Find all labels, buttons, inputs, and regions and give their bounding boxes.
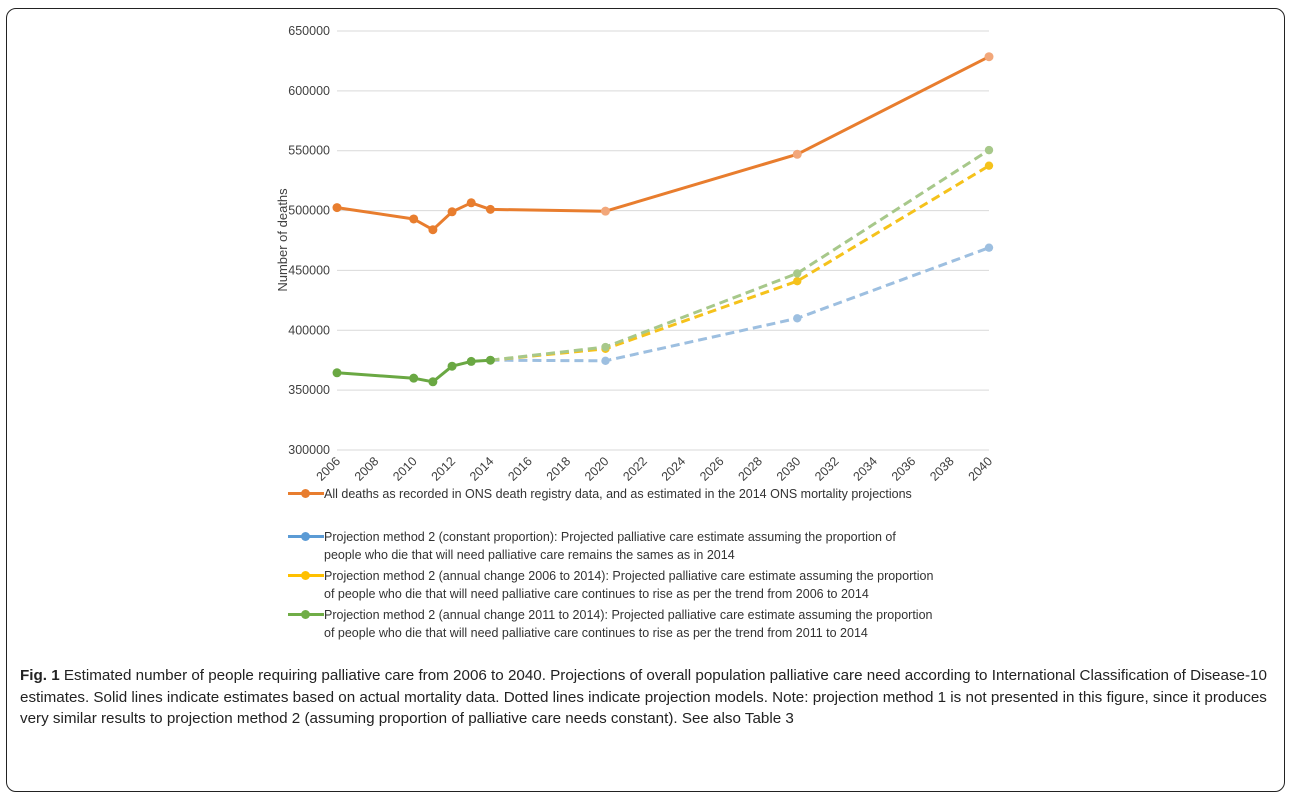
gridlines [337,30,989,451]
data-point-all_deaths-2010 [409,214,419,224]
data-point-annual_2011_2014-2013 [466,356,476,366]
figure-label: Fig. 1 [20,667,60,684]
data-point-annual_2011_2014-2012 [447,361,457,371]
data-point-all_deaths-2030 [792,149,802,159]
data-point-all_deaths-2014 [485,204,495,214]
legend-label-all-deaths: All deaths as recorded in ONS death regi… [324,487,912,501]
x-tick-2026: 2026 [697,454,727,484]
data-point-annual_2011_2014-2010 [409,373,419,383]
y-tick-600000: 600000 [288,84,330,98]
legend-label-annual-2011-2014-line1: Projection method 2 (annual change 2011 … [324,608,933,622]
line-chart: 300000 350000 400000 450000 500000 550000 6000… [275,24,996,484]
legend-label-annual-2006-2014-line2: of people who die that will need palliat… [324,586,869,601]
legend-swatch-annual-2011-2014 [288,607,324,623]
y-tick-650000: 650000 [288,24,330,38]
legend-swatch-constant [288,529,324,545]
y-axis-ticks: 300000 350000 400000 450000 500000 550000 6000… [288,24,330,457]
x-tick-2008: 2008 [352,454,382,484]
x-tick-2040: 2040 [966,454,996,484]
legend-label-constant-line2: people who die that will need palliative… [324,547,735,562]
legend-item-all-deaths: All deaths as recorded in ONS death regi… [288,486,912,504]
x-tick-2022: 2022 [620,454,650,484]
series-line-dashed-annual_2011_2014 [490,148,990,362]
data-point-all_deaths-2011 [428,225,438,235]
data-point-all_deaths-2020 [600,206,610,216]
legend-item-annual-2011-2014: Projection method 2 (annual change 2011 … [288,607,932,642]
data-point-constant-2030 [793,314,802,323]
legend-swatch-annual-2006-2014 [288,568,324,584]
y-tick-350000: 350000 [288,383,330,397]
x-tick-2036: 2036 [889,454,919,484]
legend-label-annual-2011-2014-line2: of people who die that will need palliat… [324,625,868,640]
figure-caption-text: Estimated number of people requiring pal… [20,667,1267,727]
data-point-annual_2006_2014-2030 [793,277,802,286]
figure-frame [6,8,1285,792]
data-point-annual_2011_2014-2030 [793,269,802,278]
legend-item-constant: Projection method 2 (constant proportion… [288,529,896,564]
data-point-constant-2040 [984,243,994,252]
x-tick-2024: 2024 [659,454,689,484]
x-axis-ticks: 2006 2008 2010 2012 2014 2016 2018 2020 2022 2024… [314,454,996,484]
data-point-all_deaths-2040 [984,52,994,62]
data-point-all_deaths-2006 [332,203,342,213]
x-tick-2028: 2028 [735,454,765,484]
x-tick-2034: 2034 [850,454,880,484]
x-tick-2010: 2010 [390,454,420,484]
x-tick-2018: 2018 [544,454,574,484]
y-tick-450000: 450000 [288,263,330,277]
y-tick-300000: 300000 [288,443,330,457]
data-point-annual_2011_2014-2014 [485,355,495,365]
figure-caption: Fig. 1 Estimated number of people requir… [20,665,1275,730]
x-tick-2014: 2014 [467,454,497,484]
data-point-annual_2011_2014-2040 [984,145,994,155]
data-point-annual_2011_2014-2011 [428,377,438,387]
legend-label-annual-2006-2014-line1: Projection method 2 (annual change 2006 … [324,569,934,583]
x-tick-2038: 2038 [927,454,957,484]
x-tick-2006: 2006 [314,454,344,484]
x-tick-2016: 2016 [505,454,535,484]
x-tick-2020: 2020 [582,454,612,484]
data-point-annual_2011_2014-2006 [332,368,342,378]
y-axis-title: Number of deaths [275,188,290,292]
series-line-dashed-constant [490,246,990,363]
legend-swatch-all-deaths [288,486,324,502]
series-line-solid-all_deaths [336,55,990,232]
y-tick-500000: 500000 [288,204,330,218]
series-lines [332,52,994,387]
x-tick-2012: 2012 [429,454,459,484]
legend-item-annual-2006-2014: Projection method 2 (annual change 2006 … [288,568,933,603]
x-tick-2032: 2032 [812,454,842,484]
data-point-annual_2006_2014-2040 [984,161,994,170]
legend-label-constant-line1: Projection method 2 (constant proportion… [324,530,896,544]
data-point-all_deaths-2013 [466,198,476,208]
x-tick-2030: 2030 [774,454,804,484]
data-point-all_deaths-2012 [447,207,457,217]
data-point-constant-2020 [601,356,610,366]
y-tick-550000: 550000 [288,144,330,158]
y-tick-400000: 400000 [288,323,330,337]
data-point-annual_2011_2014-2020 [601,342,610,352]
